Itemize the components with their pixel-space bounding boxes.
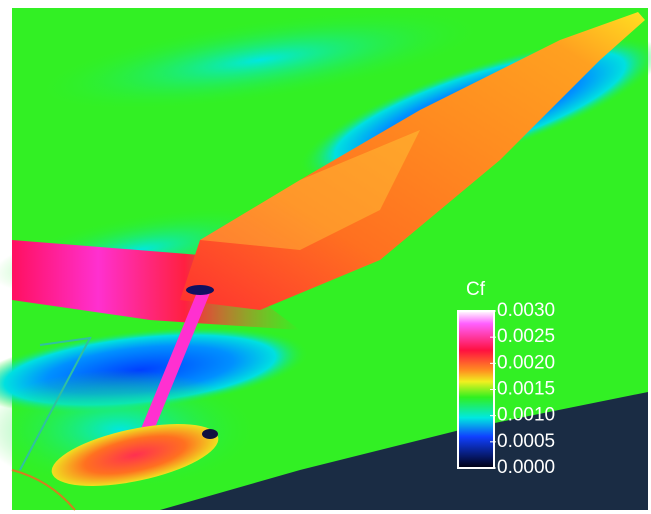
tick-label: 0.0010: [497, 405, 555, 426]
visualization: Cf 0.0030 0.0025 0.0020 0.0015 0.0010 0.0005 0…: [0, 0, 651, 514]
colorbar-title: Cf: [466, 279, 486, 300]
tick-label: 0.0030: [497, 300, 555, 321]
tick-label: 0.0005: [497, 431, 555, 452]
tick-label: 0.0015: [497, 379, 555, 400]
tick-label: 0.0020: [497, 352, 555, 373]
tick-label: 0.0025: [497, 326, 555, 347]
tick-label: 0.0000: [497, 457, 555, 478]
colorbar-scale: [458, 311, 494, 468]
